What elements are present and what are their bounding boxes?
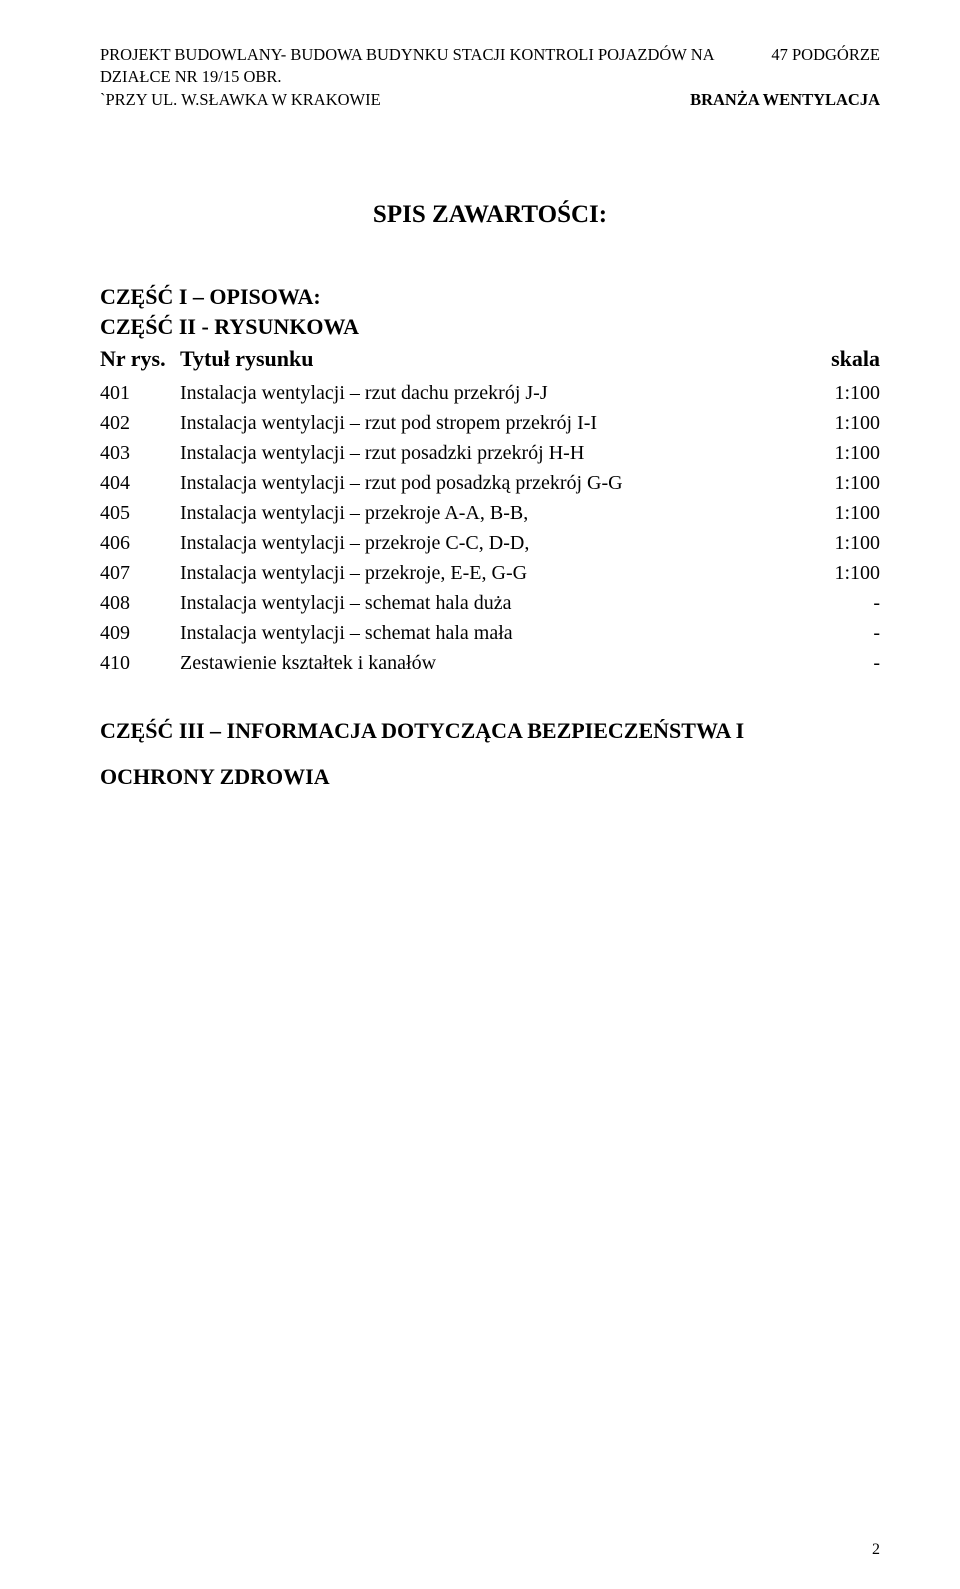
cell-title: Instalacja wentylacji – przekroje A-A, B… xyxy=(180,498,780,528)
cell-title: Instalacja wentylacji – rzut dachu przek… xyxy=(180,378,780,408)
header-line1-left: PROJEKT BUDOWLANY- BUDOWA BUDYNKU STACJI… xyxy=(100,44,763,89)
header-line-1: PROJEKT BUDOWLANY- BUDOWA BUDYNKU STACJI… xyxy=(100,44,880,89)
cell-title: Instalacja wentylacji – przekroje, E-E, … xyxy=(180,558,780,588)
header-line2-left: `PRZY UL. W.SŁAWKA W KRAKOWIE xyxy=(100,89,381,111)
cell-title: Instalacja wentylacji – przekroje C-C, D… xyxy=(180,528,780,558)
cell-title: Instalacja wentylacji – rzut pod stropem… xyxy=(180,408,780,438)
part3-title: CZĘŚĆ III – INFORMACJA DOTYCZĄCA BEZPIEC… xyxy=(100,708,880,800)
main-title: SPIS ZAWARTOŚCI: xyxy=(100,201,880,229)
table-row: 410 Zestawienie kształtek i kanałów - xyxy=(100,648,880,678)
table-row: 405 Instalacja wentylacji – przekroje A-… xyxy=(100,498,880,528)
table-row: 409 Instalacja wentylacji – schemat hala… xyxy=(100,618,880,648)
cell-nr: 406 xyxy=(100,528,180,558)
cell-nr: 410 xyxy=(100,648,180,678)
cell-nr: 408 xyxy=(100,588,180,618)
document-header: PROJEKT BUDOWLANY- BUDOWA BUDYNKU STACJI… xyxy=(100,44,880,111)
header-line1-right: 47 PODGÓRZE xyxy=(763,44,880,89)
cell-title: Zestawienie kształtek i kanałów xyxy=(180,648,780,678)
table-row: 407 Instalacja wentylacji – przekroje, E… xyxy=(100,558,880,588)
table-row: 404 Instalacja wentylacji – rzut pod pos… xyxy=(100,468,880,498)
cell-nr: 404 xyxy=(100,468,180,498)
cell-title: Instalacja wentylacji – rzut posadzki pr… xyxy=(180,438,780,468)
cell-title: Instalacja wentylacji – schemat hala mał… xyxy=(180,618,780,648)
header-line2-right: BRANŻA WENTYLACJA xyxy=(690,89,880,111)
cell-scale: 1:100 xyxy=(780,408,880,438)
cell-nr: 405 xyxy=(100,498,180,528)
cell-nr: 407 xyxy=(100,558,180,588)
table-header-row: Nr rys. Tytuł rysunku skala xyxy=(100,346,880,372)
table-row: 401 Instalacja wentylacji – rzut dachu p… xyxy=(100,378,880,408)
cell-nr: 401 xyxy=(100,378,180,408)
cell-scale: 1:100 xyxy=(780,468,880,498)
table-head-title: Tytuł rysunku xyxy=(180,346,780,372)
part3-line2: OCHRONY ZDROWIA xyxy=(100,754,880,800)
cell-scale: 1:100 xyxy=(780,528,880,558)
part2-title: CZĘŚĆ II - RYSUNKOWA xyxy=(100,314,880,340)
cell-title: Instalacja wentylacji – rzut pod posadzk… xyxy=(180,468,780,498)
page: PROJEKT BUDOWLANY- BUDOWA BUDYNKU STACJI… xyxy=(0,0,960,1589)
table-row: 402 Instalacja wentylacji – rzut pod str… xyxy=(100,408,880,438)
header-line-2: `PRZY UL. W.SŁAWKA W KRAKOWIE BRANŻA WEN… xyxy=(100,89,880,111)
cell-scale: 1:100 xyxy=(780,498,880,528)
table-body: 401 Instalacja wentylacji – rzut dachu p… xyxy=(100,378,880,678)
table-row: 403 Instalacja wentylacji – rzut posadzk… xyxy=(100,438,880,468)
cell-nr: 403 xyxy=(100,438,180,468)
cell-scale: 1:100 xyxy=(780,558,880,588)
cell-scale: 1:100 xyxy=(780,378,880,408)
cell-scale: - xyxy=(780,588,880,618)
cell-scale: - xyxy=(780,648,880,678)
part3-line1: CZĘŚĆ III – INFORMACJA DOTYCZĄCA BEZPIEC… xyxy=(100,708,880,754)
table-row: 406 Instalacja wentylacji – przekroje C-… xyxy=(100,528,880,558)
cell-nr: 402 xyxy=(100,408,180,438)
cell-scale: 1:100 xyxy=(780,438,880,468)
page-number: 2 xyxy=(872,1541,880,1559)
cell-scale: - xyxy=(780,618,880,648)
cell-title: Instalacja wentylacji – schemat hala duż… xyxy=(180,588,780,618)
table-row: 408 Instalacja wentylacji – schemat hala… xyxy=(100,588,880,618)
table-head-nr: Nr rys. xyxy=(100,346,180,372)
cell-nr: 409 xyxy=(100,618,180,648)
table-head-scale: skala xyxy=(780,346,880,372)
part1-title: CZĘŚĆ I – OPISOWA: xyxy=(100,284,880,310)
